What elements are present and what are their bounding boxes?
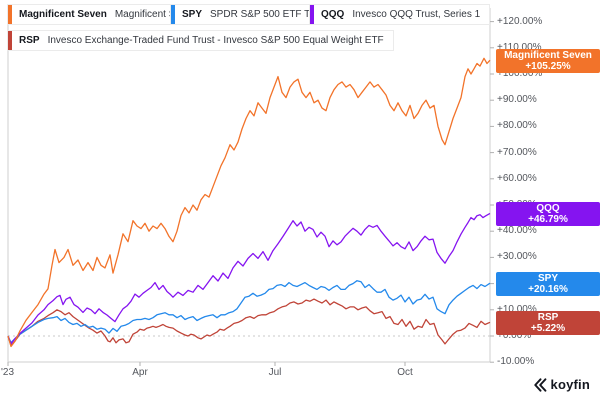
y-axis-label: +90.00% xyxy=(497,94,537,106)
x-axis-label: Oct xyxy=(397,367,413,378)
series-line-spy xyxy=(7,280,491,344)
legend-name: Invesco Exchange-Traded Fund Trust - Inv… xyxy=(47,35,384,46)
x-axis-label: Apr xyxy=(132,367,148,378)
x-axis-label: '23 xyxy=(1,367,15,378)
legend-color-bar xyxy=(8,5,12,24)
legend-name: Magnificent Seven xyxy=(114,9,198,20)
y-axis-label: +40.00% xyxy=(497,225,537,237)
badge-label: Magnificent Seven xyxy=(504,50,592,61)
y-axis-label: -10.00% xyxy=(497,356,535,368)
legend-item-spy[interactable]: SPY SPDR S&P 500 ETF Trust xyxy=(170,4,337,25)
series-line-qqq xyxy=(7,212,491,345)
y-axis-label: +80.00% xyxy=(497,120,537,132)
y-axis-label: +70.00% xyxy=(497,146,537,158)
series-value-badge-magnificent-seven: Magnificent Seven +105.25% xyxy=(496,49,600,73)
koyfin-watermark: koyfin xyxy=(533,377,590,392)
legend-ticker: Magnificent Seven xyxy=(19,9,107,20)
series-line-rsp xyxy=(7,298,491,347)
badge-label: SPY xyxy=(537,273,558,284)
series-value-badge-rsp: RSP +5.22% xyxy=(496,311,600,335)
badge-value: +5.22% xyxy=(530,323,566,334)
y-axis-label: +10.00% xyxy=(497,303,537,315)
y-axis-label: +30.00% xyxy=(497,251,537,263)
koyfin-logo-icon xyxy=(533,377,546,392)
y-axis-label: +0.00% xyxy=(497,330,532,341)
legend-item-rsp[interactable]: RSP Invesco Exchange-Traded Fund Trust -… xyxy=(7,30,394,51)
y-axis-label: +110.00% xyxy=(497,41,542,53)
legend-ticker: RSP xyxy=(19,35,40,46)
y-axis-label: +120.00% xyxy=(497,15,543,27)
legend-color-bar xyxy=(8,31,12,50)
legend-ticker: SPY xyxy=(182,9,203,20)
series-line-magnificent-seven xyxy=(7,57,491,348)
legend-name: Invesco QQQ Trust, Series 1 xyxy=(352,9,481,20)
legend-color-bar xyxy=(171,5,175,24)
koyfin-logo-text: koyfin xyxy=(550,377,590,392)
badge-value: +46.79% xyxy=(528,214,568,225)
y-axis-label: +100.00% xyxy=(497,68,543,79)
y-axis-label: +60.00% xyxy=(497,172,537,184)
legend-name: SPDR S&P 500 ETF Trust xyxy=(210,9,327,20)
badge-label: QQQ xyxy=(536,203,560,214)
series-value-badge-qqq: QQQ +46.79% xyxy=(496,202,600,226)
badge-value: +20.16% xyxy=(528,284,568,295)
badge-value: +105.25% xyxy=(525,61,571,72)
x-axis-label: Jul xyxy=(268,367,282,378)
legend-item-qqq[interactable]: QQQ Invesco QQQ Trust, Series 1 xyxy=(309,4,491,25)
legend-item-magnificent-seven[interactable]: Magnificent Seven Magnificent Seven xyxy=(7,4,208,25)
series-value-badge-spy: SPY +20.16% xyxy=(496,272,600,296)
legend-color-bar xyxy=(310,5,314,24)
legend-ticker: QQQ xyxy=(321,9,345,20)
badge-label: RSP xyxy=(537,312,559,323)
